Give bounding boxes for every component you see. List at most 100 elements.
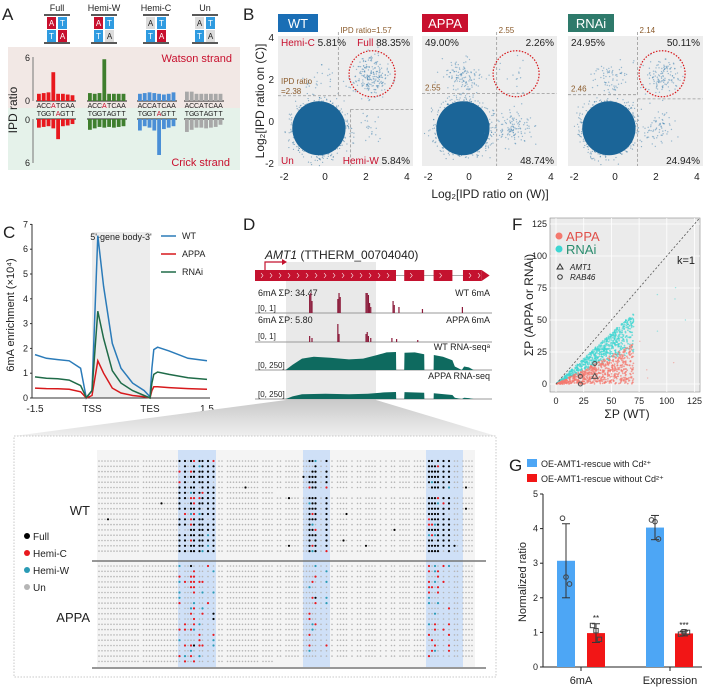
methylation-site bbox=[183, 544, 187, 547]
methylation-site bbox=[453, 470, 456, 473]
methylation-site bbox=[134, 523, 136, 526]
methylation-site bbox=[235, 523, 238, 526]
methylation-site bbox=[172, 497, 175, 499]
methylation-site bbox=[265, 497, 267, 499]
methylation-site bbox=[137, 470, 139, 473]
strand-chevron bbox=[477, 272, 481, 279]
methylation-site bbox=[256, 565, 259, 567]
methylation-site bbox=[428, 607, 430, 610]
methylation-site bbox=[385, 481, 387, 484]
point bbox=[477, 154, 479, 157]
methylation-site bbox=[393, 586, 396, 588]
methylation-site bbox=[238, 497, 241, 499]
methylation-site bbox=[151, 565, 154, 567]
crick-bar bbox=[41, 119, 46, 127]
point bbox=[612, 88, 614, 90]
watson-bar bbox=[88, 93, 92, 101]
methylation-site bbox=[447, 465, 451, 468]
y-tick-label: 3 bbox=[23, 319, 28, 329]
methylation-site bbox=[371, 623, 373, 626]
sequence-base: T bbox=[185, 111, 190, 118]
methylation-site bbox=[218, 486, 220, 489]
point bbox=[662, 122, 664, 124]
point bbox=[579, 141, 581, 143]
point bbox=[312, 93, 314, 95]
base-cell bbox=[58, 30, 67, 42]
point bbox=[372, 71, 375, 74]
methylation-site bbox=[365, 497, 367, 499]
methylation-site bbox=[345, 639, 348, 641]
methylation-site bbox=[291, 476, 293, 478]
methylation-site bbox=[198, 507, 201, 510]
point bbox=[288, 118, 290, 120]
methylation-site bbox=[134, 513, 136, 515]
methylation-site bbox=[157, 481, 160, 484]
highlight-band bbox=[178, 450, 216, 667]
methylation-site bbox=[279, 486, 282, 489]
panel-label-f: F bbox=[512, 215, 522, 234]
point bbox=[369, 57, 371, 59]
methylation-site bbox=[268, 550, 270, 552]
methylation-site bbox=[320, 545, 322, 547]
methylation-site bbox=[288, 470, 290, 473]
point bbox=[362, 84, 364, 86]
methylation-site bbox=[98, 470, 100, 473]
point bbox=[658, 124, 660, 126]
methylation-site bbox=[201, 534, 204, 537]
point bbox=[352, 81, 354, 84]
methylation-site bbox=[154, 575, 157, 578]
point bbox=[290, 131, 292, 134]
methylation-site bbox=[442, 497, 445, 500]
methylation-site bbox=[244, 581, 247, 583]
point bbox=[603, 77, 605, 79]
methylation-site bbox=[427, 534, 431, 537]
methylation-site bbox=[399, 502, 401, 505]
methylation-site bbox=[187, 523, 189, 526]
methylation-site bbox=[128, 529, 130, 531]
methylation-site bbox=[359, 497, 362, 499]
point bbox=[367, 75, 370, 78]
methylation-site bbox=[462, 586, 464, 588]
methylation-site bbox=[253, 513, 256, 515]
methylation-site bbox=[468, 545, 470, 547]
methylation-site bbox=[169, 586, 172, 588]
methylation-site bbox=[325, 580, 328, 584]
methylation-site bbox=[433, 612, 437, 615]
point bbox=[520, 131, 522, 133]
methylation-site bbox=[371, 639, 373, 641]
methylation-site bbox=[262, 523, 264, 526]
point bbox=[456, 66, 458, 69]
point bbox=[607, 71, 610, 73]
point bbox=[577, 133, 579, 135]
methylation-site bbox=[368, 534, 370, 536]
methylation-site bbox=[305, 529, 308, 531]
methylation-site bbox=[405, 497, 407, 499]
methylation-site bbox=[238, 513, 241, 515]
methylation-site bbox=[206, 481, 210, 484]
methylation-site bbox=[297, 634, 299, 636]
methylation-site bbox=[148, 612, 151, 615]
point bbox=[478, 69, 480, 71]
methylation-site bbox=[456, 575, 459, 578]
methylation-site bbox=[201, 550, 204, 553]
methylation-site bbox=[288, 581, 290, 583]
watson-bar bbox=[92, 93, 97, 101]
point bbox=[451, 98, 453, 101]
methylation-site bbox=[314, 470, 317, 473]
exon bbox=[255, 270, 396, 281]
methylation-site bbox=[198, 597, 201, 599]
methylation-site bbox=[405, 591, 407, 594]
methylation-site bbox=[175, 523, 178, 526]
methylation-site bbox=[104, 481, 106, 484]
methylation-site bbox=[442, 470, 445, 473]
point bbox=[665, 58, 667, 60]
methylation-site bbox=[104, 634, 106, 636]
methylation-site bbox=[276, 575, 279, 578]
methylation-site bbox=[221, 502, 223, 505]
point bbox=[512, 126, 515, 129]
point bbox=[465, 156, 467, 158]
methylation-site bbox=[110, 545, 112, 547]
methylation-site bbox=[436, 539, 440, 542]
point bbox=[620, 82, 623, 85]
point bbox=[611, 71, 613, 73]
